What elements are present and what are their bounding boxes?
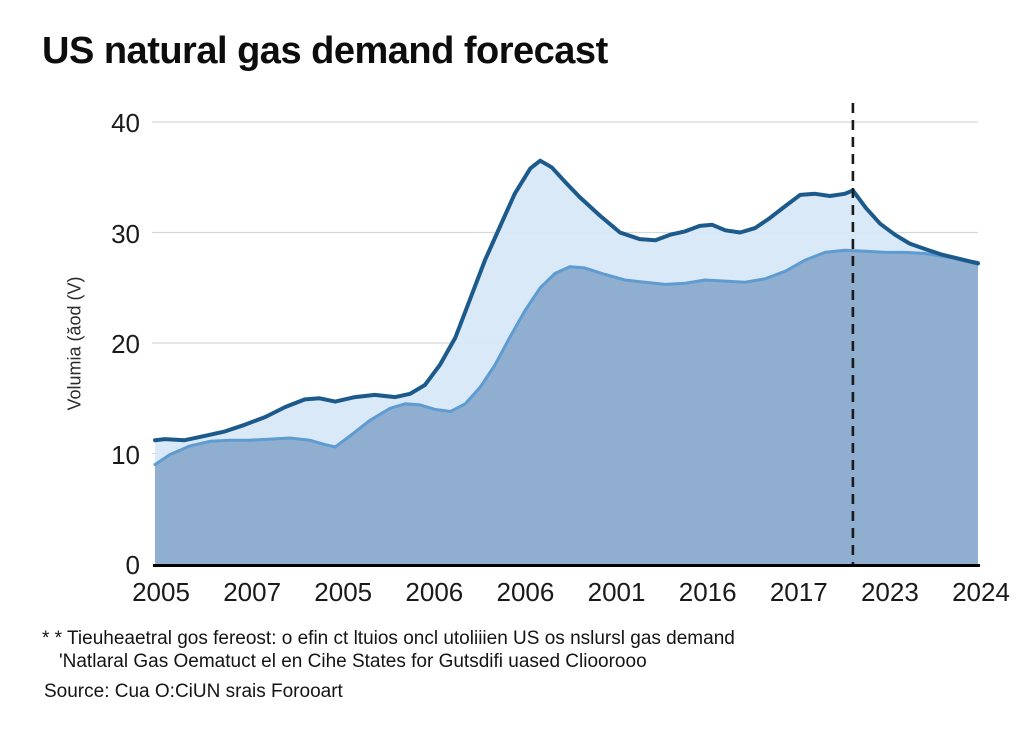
y-tick-label: 40: [111, 108, 140, 138]
x-tick-label: 2006: [496, 577, 555, 607]
x-tick-label: 2024: [952, 577, 1010, 607]
y-tick-label: 10: [111, 439, 140, 470]
x-tick-label: 2016: [678, 577, 737, 607]
footnote-line-1: * * Tieuheaetral gos fereost: o efin ct …: [42, 628, 735, 649]
lower-series-line: [153, 248, 980, 467]
source-note: Source: Cua O:CiUN srais Forooart: [44, 681, 343, 702]
x-tick-label: 2023: [860, 577, 919, 607]
y-tick-label: 20: [111, 329, 140, 359]
y-tick-label: 0: [125, 550, 140, 580]
page-title: US natural gas demand forecast: [42, 30, 608, 72]
x-tick-label: 2005: [314, 577, 373, 607]
x-tick-label: 2005: [132, 577, 190, 607]
x-tick-label: 2006: [405, 577, 464, 607]
upper-series-line: [153, 158, 980, 443]
footnote-line-2: 'Natlaral Gas Oematuct el en Cihe States…: [59, 651, 647, 672]
x-tick-label: 2001: [587, 577, 646, 607]
y-tick-label: 30: [111, 218, 140, 249]
lower-series-area: [155, 250, 978, 564]
footnote: * * Tieuheaetral gos fereost: o efin ct …: [42, 627, 802, 673]
x-tick-label: 2017: [769, 577, 828, 607]
x-tick-label: 2007: [223, 577, 282, 607]
